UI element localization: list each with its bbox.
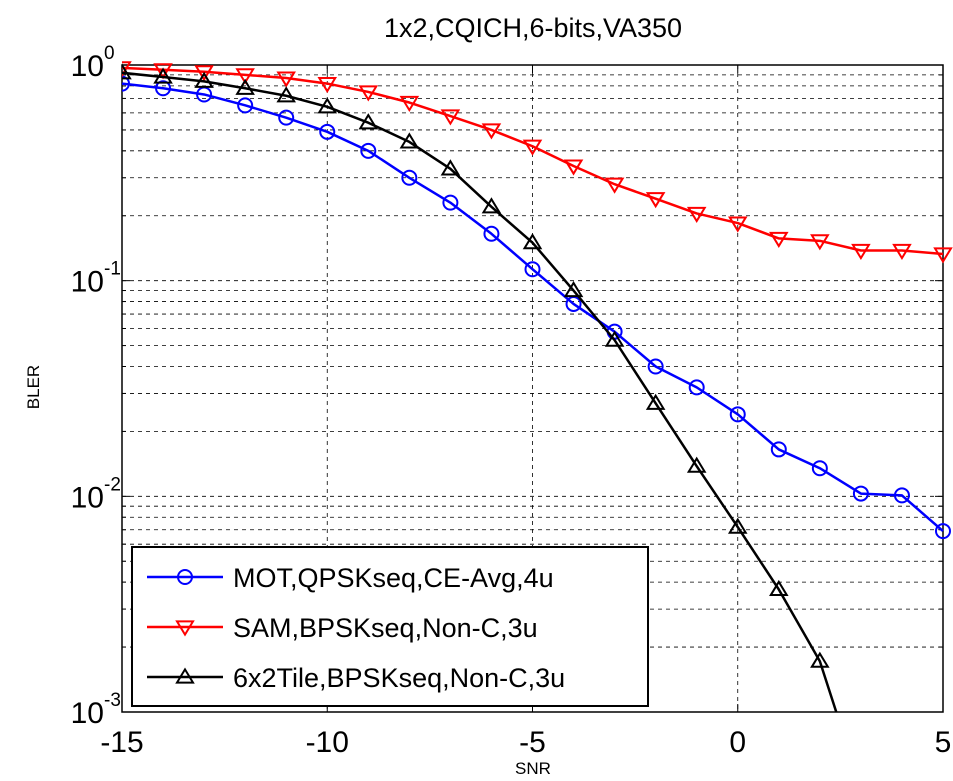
y-tick-label-base: 10 [71,266,104,299]
data-point-triangle-up [481,197,502,214]
data-point-circle [442,194,459,211]
legend-label: SAM,BPSKseq,Non-C,3u [233,613,538,643]
y-tick-label-exponent: -2 [104,474,121,495]
legend-entry: 6x2Tile,BPSKseq,Non-C,3u [147,663,565,693]
data-point-triangle-up [276,86,296,103]
x-tick-label: -10 [306,726,349,759]
data-point-circle [177,569,193,585]
data-point-circle [237,97,254,114]
data-point-triangle-down [399,95,420,113]
data-point-triangle-up [563,281,584,298]
data-point-circle [811,460,828,477]
x-tick-label: 0 [729,726,746,759]
series-line [122,66,944,256]
data-point-triangle-down [727,216,748,233]
series-3 [122,63,838,712]
data-point-triangle-down [892,243,912,261]
data-point-circle [729,406,746,423]
data-point-triangle-down [317,76,338,94]
data-point-circle [770,441,787,458]
data-point-triangle-up [358,113,379,130]
data-point-triangle-up [604,330,625,347]
data-point-triangle-down [645,192,666,209]
data-point-triangle-down [851,243,871,261]
y-tick-label-exponent: -3 [104,690,121,711]
data-point-triangle-down [358,85,379,102]
data-point-circle [122,75,130,92]
data-point-circle [688,379,705,396]
data-point-triangle-up [153,67,173,84]
y-tick-label: 10 -1 [71,259,121,299]
data-point-circle [155,80,172,97]
data-point-circle [360,142,377,159]
data-point-triangle-down [175,620,195,637]
data-point-triangle-down [235,68,255,85]
data-point-triangle-up [317,97,338,114]
x-axis-title: SNR [515,759,551,778]
axis-ticks [121,65,944,712]
y-tick-label-exponent: 0 [104,43,115,64]
legend-entry: MOT,QPSKseq,CE-Avg,4u [147,563,554,593]
data-point-triangle-down [481,123,502,140]
x-tick-label: 5 [935,726,952,759]
data-point-circle [524,261,541,278]
x-tick-label: -15 [100,726,143,759]
chart-title: 1x2,CQICH,6-bits,VA350 [384,13,682,43]
data-point-triangle-up [686,456,707,473]
data-point-triangle-down [563,159,584,176]
data-point-triangle-up [810,651,830,668]
data-point-triangle-up [727,517,748,534]
legend-entry: SAM,BPSKseq,Non-C,3u [147,613,538,643]
legend-label: MOT,QPSKseq,CE-Avg,4u [233,563,554,593]
data-point-triangle-down [440,109,461,126]
y-tick-label: 10 0 [71,43,115,83]
y-tick-label: 10 -3 [71,690,121,730]
data-point-circle [401,169,418,186]
x-tick-label: -5 [519,726,546,759]
data-point-triangle-down [810,234,830,251]
data-point-triangle-up [122,63,132,80]
legend: MOT,QPSKseq,CE-Avg,4u SAM,BPSKseq,Non-C,3… [131,546,649,707]
data-point-triangle-down [153,63,173,80]
data-point-triangle-up [194,71,214,88]
data-point-triangle-down [933,247,953,264]
data-point-triangle-up [235,78,255,95]
data-point-triangle-down [769,231,789,248]
y-tick-label-base: 10 [71,697,104,730]
data-point-circle [278,109,295,126]
y-axis-title: BLER [24,365,43,409]
data-point-circle [319,123,336,140]
series-line [122,82,944,533]
data-point-circle [647,358,664,375]
data-point-triangle-up [399,132,420,149]
data-point-triangle-down [686,206,707,223]
data-point-triangle-up [440,159,461,176]
data-point-circle [893,487,910,504]
data-point-circle [483,225,500,242]
data-point-triangle-down [122,61,132,78]
series-1 [122,75,951,540]
data-point-circle [852,485,869,502]
data-point-triangle-down [604,177,625,194]
series-line [122,71,838,712]
series [122,61,953,712]
data-point-triangle-down [194,65,214,82]
data-point-triangle-up [522,233,543,250]
legend-label: 6x2Tile,BPSKseq,Non-C,3u [233,663,565,693]
data-point-triangle-down [522,139,543,156]
y-tick-label-exponent: -1 [104,259,121,280]
data-point-triangle-up [175,667,195,684]
series-2 [122,61,953,264]
data-point-triangle-up [769,579,789,597]
data-point-triangle-up [645,393,666,410]
data-point-circle [935,523,951,540]
data-point-triangle-down [276,71,296,88]
y-tick-label-base: 10 [71,481,104,514]
y-tick-label-base: 10 [71,50,104,83]
y-tick-label: 10 -2 [71,474,121,514]
